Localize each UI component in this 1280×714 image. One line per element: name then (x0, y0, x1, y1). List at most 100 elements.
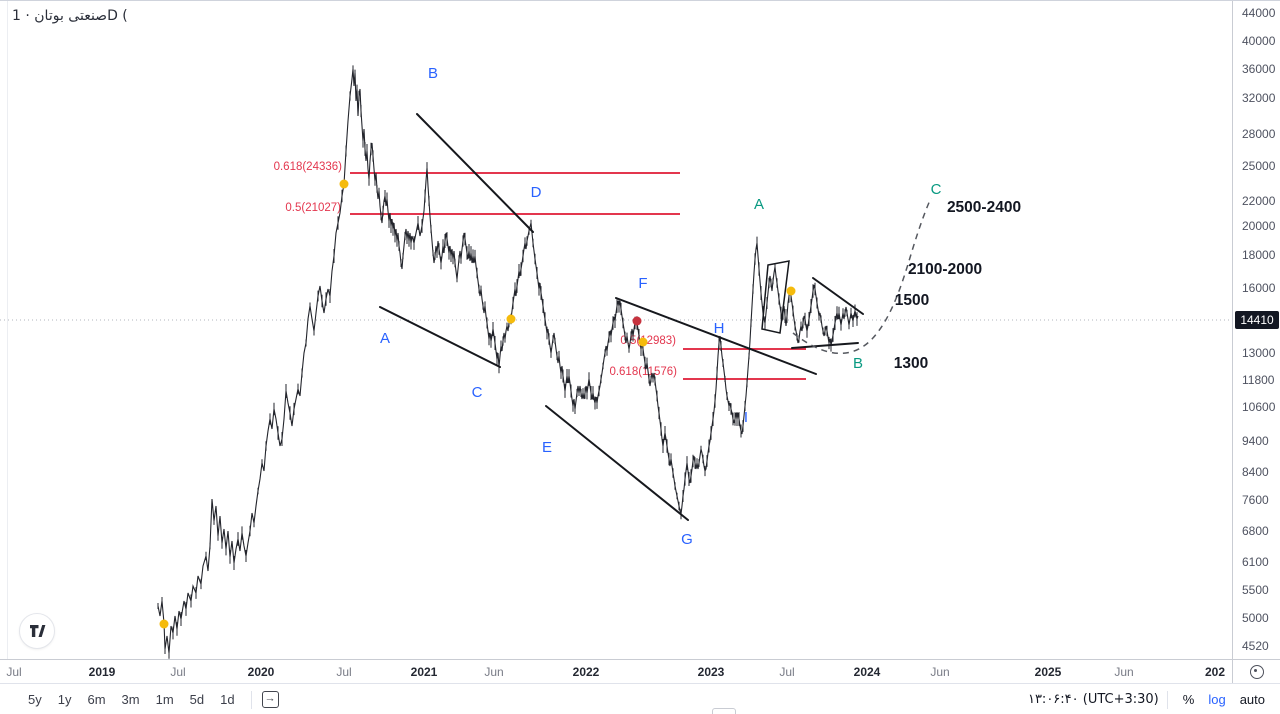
wave-label-A: A (754, 196, 764, 213)
price-axis-label: 18000 (1242, 248, 1276, 262)
range-button-3m[interactable]: 3m (121, 692, 140, 707)
wave-label-E: E (542, 439, 552, 456)
red-marker-dot (632, 316, 642, 326)
price-axis[interactable]: 14410 44000 40000 36000 32000 28000 25000 2200… (1232, 1, 1280, 659)
time-axis-label: Jul (336, 665, 352, 679)
chart-pane[interactable]: 0.618(24336) 0.5(21027) 0.5(12983) 0.618(11… (0, 1, 1232, 659)
toolbar-divider (250, 690, 252, 709)
price-target-label: 1500 (895, 292, 929, 309)
pane-resize-handle[interactable] (712, 708, 736, 714)
candle-ticks (157, 65, 858, 659)
price-axis-label: 16000 (1242, 281, 1276, 295)
date-range-buttons: 5y 1y 6m 3m 1m 5d 1d (20, 689, 243, 710)
price-axis-label: 28000 (1242, 127, 1276, 141)
toolbar-right-group: ۱۳:۰۶:۴۰ (UTC+3:30) % log auto (1028, 690, 1272, 709)
wave-label-F: F (638, 275, 647, 292)
trendline (812, 277, 864, 315)
trendline (615, 297, 817, 375)
time-axis-label: Jun (930, 665, 950, 679)
price-axis-label: 7600 (1242, 493, 1269, 507)
range-button-5y[interactable]: 5y (28, 692, 42, 707)
trendline (416, 113, 534, 233)
range-button-6m[interactable]: 6m (87, 692, 106, 707)
projection-curve (792, 197, 932, 354)
yellow-marker-dot (786, 286, 796, 296)
fib-level-label: 0.618(11576) (609, 366, 677, 378)
price-axis-label: 10600 (1242, 400, 1276, 414)
time-axis-label: Jul (779, 665, 795, 679)
yellow-marker-dot (506, 314, 516, 324)
price-axis-label: 5500 (1242, 583, 1269, 597)
symbol-title[interactable]: صنعتی بوتان · 1D ( (12, 8, 128, 24)
auto-scale-button[interactable]: auto (1239, 692, 1265, 707)
price-series (157, 68, 859, 654)
price-chart-canvas[interactable]: 0.618(24336) 0.5(21027) 0.5(12983) 0.618(11… (0, 1, 1232, 659)
time-axis-label: 2025 (1034, 665, 1062, 679)
time-axis-label: 2023 (697, 665, 725, 679)
price-target-label: 1300 (894, 355, 928, 372)
goto-date-arrow: → (264, 692, 276, 705)
time-axis-label: Jun (1114, 665, 1134, 679)
range-button-1m[interactable]: 1m (155, 692, 174, 707)
time-axis-label: 2024 (853, 665, 881, 679)
price-axis-label: 6100 (1242, 555, 1269, 569)
time-axis-label: 2022 (572, 665, 600, 679)
goto-date-icon[interactable]: → (261, 691, 279, 708)
range-button-5d[interactable]: 5d (189, 692, 205, 707)
price-axis-label: 8400 (1242, 465, 1269, 479)
price-axis-label: 36000 (1242, 62, 1276, 76)
log-scale-button[interactable]: log (1208, 692, 1226, 707)
wave-label-B: B (428, 65, 438, 82)
wave-label-H: H (714, 320, 725, 337)
time-axis-label: Jul (6, 665, 22, 679)
price-target-label: 2500-2400 (947, 199, 1021, 216)
tradingview-logo-icon[interactable] (19, 613, 55, 649)
wave-label-A: A (380, 330, 390, 347)
trendline (545, 405, 689, 521)
time-axis-label: Jul (170, 665, 186, 679)
bottom-toolbar: 5y 1y 6m 3m 1m 5d 1d → ۱۳:۰۶:۴۰ (UTC+3:30) % l… (0, 683, 1280, 714)
price-target-label: 2100-2000 (908, 261, 982, 278)
price-axis-label: 13000 (1242, 346, 1276, 360)
yellow-marker-dot (339, 179, 349, 189)
price-axis-label: 32000 (1242, 91, 1276, 105)
price-axis-label: 40000 (1242, 34, 1276, 48)
wave-label-D: D (531, 184, 542, 201)
pane-left-border (7, 1, 8, 659)
range-button-1d[interactable]: 1d (220, 692, 235, 707)
fib-level-label: 0.5(21027) (285, 202, 341, 214)
price-axis-label: 9400 (1242, 434, 1269, 448)
time-axis-label: 202 (1204, 665, 1226, 679)
time-axis-label: 2020 (247, 665, 275, 679)
wave-label-G: G (681, 531, 693, 548)
toolbar-divider (1166, 690, 1168, 709)
last-price-badge: 14410 (1235, 311, 1279, 329)
axis-settings-corner (1232, 659, 1280, 683)
wave-label-I: I (744, 409, 748, 426)
range-button-1y[interactable]: 1y (57, 692, 72, 707)
time-axis[interactable]: Jul 2019 Jul 2020 Jul 2021 Jun 2022 2023 Jul 2024 J… (0, 659, 1232, 683)
price-axis-label: 4520 (1242, 639, 1269, 653)
tv-mark (29, 625, 45, 637)
price-axis-label: 25000 (1242, 159, 1276, 173)
price-axis-label: 20000 (1242, 219, 1276, 233)
trendline (791, 342, 859, 349)
fib-level-label: 0.5(12983) (620, 335, 676, 347)
yellow-marker-dot (159, 619, 169, 629)
time-axis-label: Jun (484, 665, 504, 679)
yellow-marker-dot (638, 337, 648, 347)
price-axis-label: 6800 (1242, 524, 1269, 538)
clock[interactable]: ۱۳:۰۶:۴۰ (UTC+3:30) (1027, 692, 1159, 707)
scale-settings-gear-icon[interactable] (1249, 664, 1264, 679)
price-axis-label: 44000 (1242, 6, 1276, 20)
time-axis-label: 2019 (88, 665, 116, 679)
price-axis-label: 5000 (1242, 611, 1269, 625)
wave-label-C: C (931, 181, 942, 198)
wave-label-C: C (472, 384, 483, 401)
channel-polygon (761, 260, 790, 334)
fib-level-label: 0.618(24336) (274, 161, 343, 173)
trendline (379, 306, 501, 368)
percent-scale-button[interactable]: % (1182, 692, 1195, 707)
wave-label-B: B (853, 355, 863, 372)
